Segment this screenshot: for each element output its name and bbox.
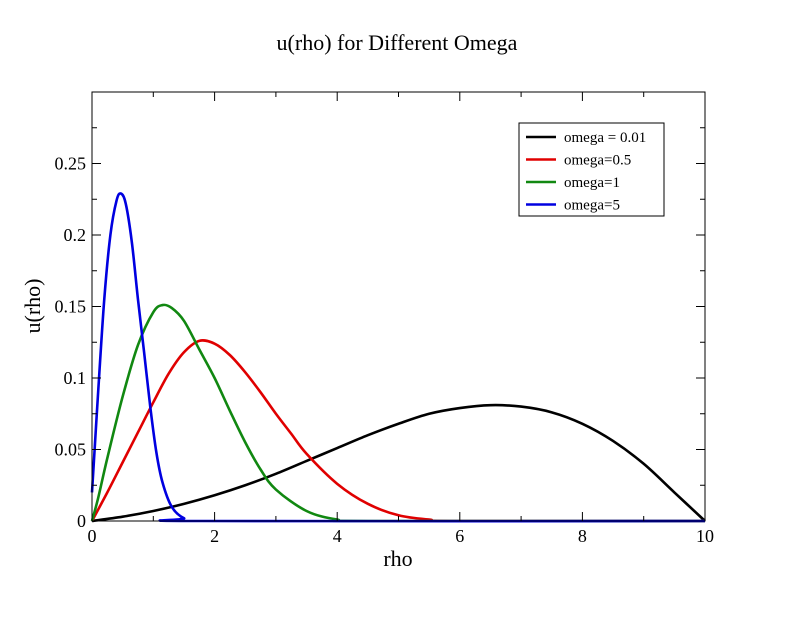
y-axis-ticks: 0 0.05 0.1 0.15 0.2 0.25 [55, 91, 705, 531]
legend-label: omega = 0.01 [564, 130, 646, 146]
y-tick-label: 0.15 [55, 297, 87, 317]
x-axis-label: rho [383, 546, 412, 571]
series-line-1 [90, 339, 706, 523]
y-tick-label: 0.25 [55, 154, 87, 174]
y-tick-label: 0.05 [55, 440, 87, 460]
legend-label: omega=5 [564, 198, 620, 214]
series-line-2 [90, 303, 706, 523]
legend-label: omega=0.5 [564, 153, 631, 169]
x-tick-label: 6 [455, 526, 464, 546]
y-tick-label: 0.2 [64, 225, 87, 245]
legend: omega = 0.01 omega=0.5 omega=1 omega=5 [518, 122, 665, 217]
x-tick-label: 4 [333, 526, 342, 546]
legend-box [518, 122, 665, 217]
plot-area [90, 192, 706, 523]
x-tick-label: 8 [578, 526, 587, 546]
chart-title: u(rho) for Different Omega [277, 30, 518, 55]
x-tick-label: 2 [210, 526, 219, 546]
series-line-0 [91, 403, 706, 523]
y-axis-label: u(rho) [20, 279, 45, 334]
series-line-3 [90, 192, 706, 523]
y-tick-label: 0 [77, 511, 86, 531]
x-tick-label: 0 [88, 526, 97, 546]
x-tick-label: 10 [696, 526, 714, 546]
y-tick-label: 0.1 [64, 368, 87, 388]
legend-label: omega=1 [564, 175, 620, 191]
x-axis-ticks: 0 2 4 6 8 10 [88, 92, 714, 546]
